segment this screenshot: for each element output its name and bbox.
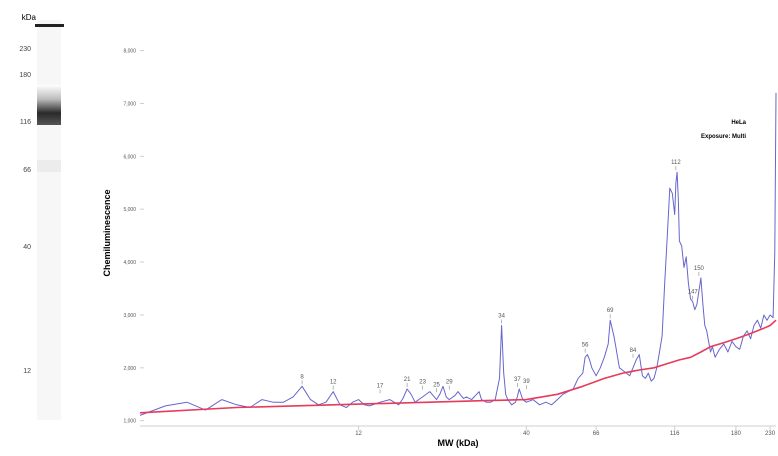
peak-label-13: 112 (671, 160, 681, 166)
lane-faint-band (37, 160, 61, 172)
peak-label-9: 39 (523, 379, 530, 385)
peak-label-6: 29 (446, 380, 453, 386)
series-line-1 (139, 319, 777, 414)
y-tick-label-6: 7,000 (123, 101, 136, 107)
lane-marker-label-3: 66 (23, 167, 31, 174)
x-axis-ticks: 12 40 66 116 180 230 (355, 426, 776, 437)
lane-marker-labels: 230 180 116 66 40 12 (19, 46, 31, 375)
peak-label-10: 56 (582, 343, 589, 349)
lane-top-band (35, 24, 64, 27)
peak-label-3: 21 (404, 377, 411, 383)
legend-exposure: Exposure: Multi (701, 134, 746, 140)
legend-sample: HeLa (731, 120, 746, 126)
peak-label-4: 23 (419, 380, 426, 386)
y-tick-label-0: 1,000 (123, 419, 136, 425)
lane-marker-label-0: 230 (19, 46, 31, 53)
capillary-lane-image: kDa 230 180 116 66 40 12 (19, 13, 64, 420)
x-tick-label-3: 116 (670, 431, 680, 437)
peak-label-0: 8 (300, 374, 304, 380)
peak-label-15: 150 (694, 266, 705, 272)
lane-main-band (37, 85, 61, 125)
peak-label-1: 12 (330, 380, 337, 386)
peak-label-2: 17 (377, 383, 384, 389)
y-tick-label-5: 6,000 (123, 154, 136, 160)
peak-label-7: 34 (498, 314, 505, 320)
peak-label-11: 69 (607, 308, 614, 314)
x-tick-label-5: 230 (765, 431, 776, 437)
x-tick-label-4: 180 (731, 431, 742, 437)
peak-labels: 8 12 17 21 23 25 29 34 37 39 56 69 84 112 147 150 (300, 160, 705, 394)
series-layer (139, 92, 777, 416)
peak-label-8: 37 (514, 377, 521, 383)
x-tick-label-2: 66 (593, 431, 600, 437)
y-tick-label-7: 8,000 (123, 49, 136, 55)
y-axis-ticks: 1,000 2,000 3,000 4,000 5,000 6,000 7,000 8,000 (123, 49, 144, 425)
peak-label-5: 25 (433, 382, 440, 388)
lane-marker-label-2: 116 (20, 119, 31, 126)
x-axis-label: MW (kDa) (438, 438, 479, 448)
lane-marker-label-1: 180 (19, 72, 31, 79)
lane-marker-label-5: 12 (23, 368, 31, 375)
plot-area (140, 40, 776, 426)
y-tick-label-3: 4,000 (123, 260, 136, 266)
lane-unit-label: kDa (22, 13, 37, 22)
y-axis-label: Chemiluminescence (102, 189, 112, 276)
x-tick-label-1: 40 (523, 431, 530, 437)
y-tick-label-1: 2,000 (123, 366, 136, 372)
y-tick-label-2: 3,000 (123, 313, 136, 319)
series-line-0 (139, 92, 777, 416)
peak-label-14: 147 (688, 290, 699, 296)
x-tick-label-0: 12 (355, 431, 362, 437)
y-tick-label-4: 5,000 (123, 207, 136, 213)
peak-label-12: 84 (630, 348, 637, 354)
lane-marker-label-4: 40 (23, 244, 31, 251)
